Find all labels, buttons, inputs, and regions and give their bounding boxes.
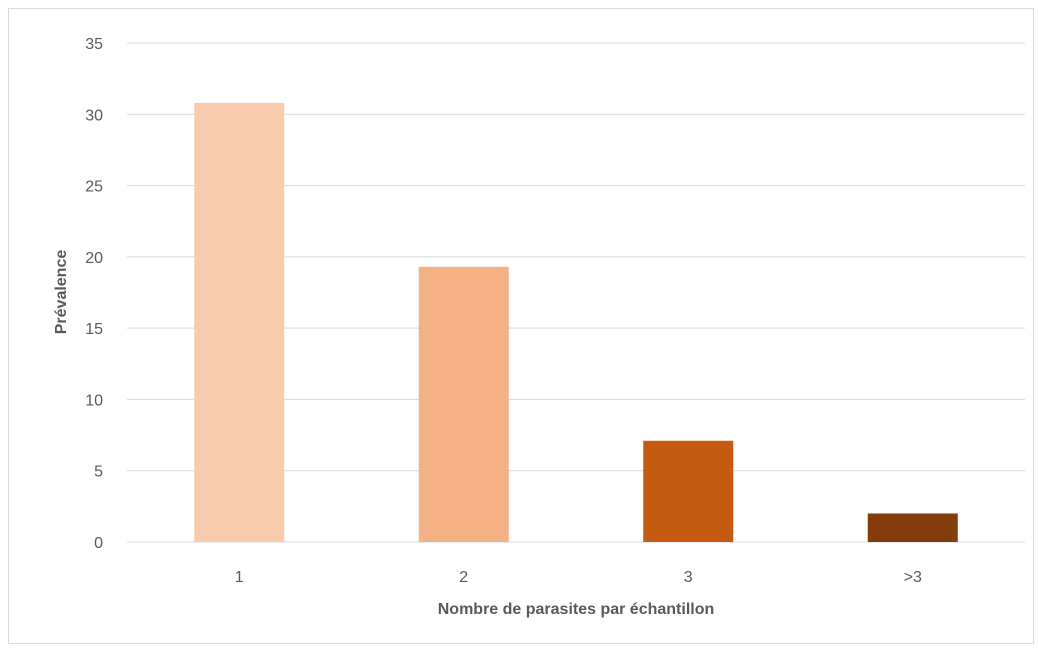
bar-1 — [194, 102, 285, 542]
x-tick-label: 3 — [684, 569, 693, 586]
x-tick-label: 2 — [459, 569, 468, 586]
bar-2 — [418, 266, 509, 542]
bar-3 — [643, 440, 734, 542]
y-tick-label: 30 — [85, 107, 103, 124]
y-tick-label: 0 — [94, 535, 103, 552]
bar-4 — [867, 513, 958, 542]
y-tick-label: 25 — [85, 179, 103, 196]
bars — [194, 102, 958, 542]
y-tick-label: 5 — [94, 464, 103, 481]
y-tick-label: 15 — [85, 321, 103, 338]
y-axis-ticks: 0 5 10 15 20 25 30 35 — [85, 36, 103, 552]
x-axis-ticks: 1 2 3 >3 — [235, 569, 922, 586]
y-axis-title: Prévalence — [53, 250, 70, 335]
y-tick-label: 20 — [85, 250, 103, 267]
x-tick-label: 1 — [235, 569, 244, 586]
y-tick-label: 10 — [85, 392, 103, 409]
y-tick-label: 35 — [85, 36, 103, 53]
x-tick-label: >3 — [904, 569, 922, 586]
x-axis-title: Nombre de parasites par échantillon — [438, 601, 715, 618]
